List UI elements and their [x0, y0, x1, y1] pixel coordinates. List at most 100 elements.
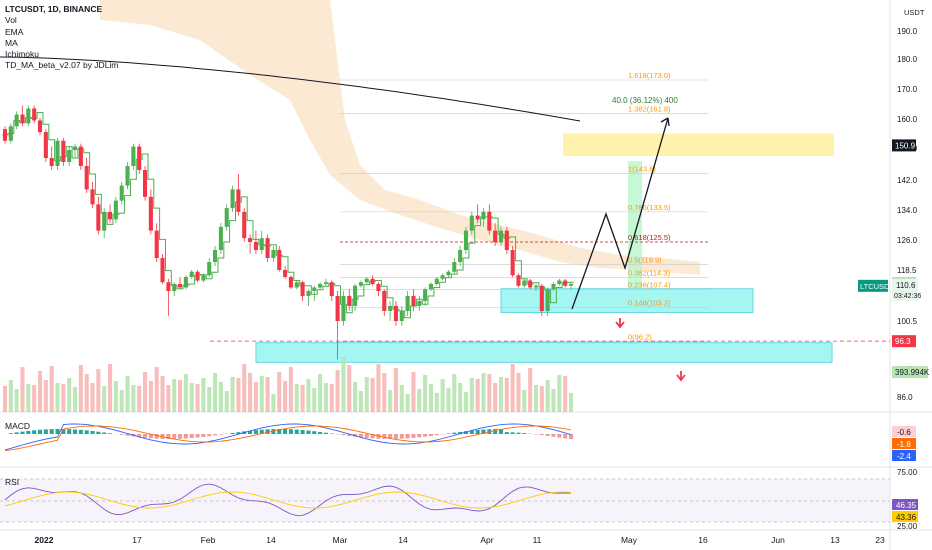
- legend-vol[interactable]: Vol: [5, 15, 17, 26]
- macd-hist-bar: [178, 434, 183, 439]
- candle-body: [113, 200, 118, 220]
- volume-bar: [516, 373, 521, 412]
- candle-body: [107, 211, 113, 220]
- volume-bar: [78, 365, 83, 412]
- macd-hist-bar: [341, 434, 346, 436]
- volume-bar: [545, 380, 550, 412]
- time-tick-label: Feb: [201, 535, 216, 545]
- candle-body: [376, 284, 381, 291]
- volume-bar: [382, 373, 387, 412]
- volume-bar: [288, 367, 293, 412]
- volume-bar: [242, 364, 247, 412]
- volume-bar: [119, 390, 124, 412]
- ichimoku-cloud: [100, 0, 700, 275]
- volume-bar: [539, 386, 544, 412]
- time-tick-label: Apr: [480, 535, 493, 545]
- candle-body: [119, 185, 124, 201]
- macd-hist-bar: [277, 429, 282, 434]
- volume-bar: [358, 391, 363, 412]
- volume-bar: [353, 382, 358, 412]
- candle-body: [446, 271, 451, 276]
- time-tick-label: Jun: [771, 535, 785, 545]
- macd-hist-bar: [84, 430, 89, 434]
- macd-hist-bar: [557, 434, 562, 438]
- candle-body: [125, 166, 130, 186]
- legend-ema[interactable]: EMA: [5, 26, 24, 37]
- volume-bar: [125, 376, 130, 412]
- candle-body: [178, 284, 183, 288]
- candle-body: [382, 291, 387, 311]
- volume-bar: [557, 375, 562, 412]
- macd-hist-bar: [300, 430, 305, 434]
- candle-body: [300, 282, 305, 296]
- legend-ma[interactable]: MA: [5, 37, 18, 48]
- rsi-value-label: 46.35: [896, 501, 917, 510]
- volume-bar: [405, 394, 410, 412]
- macd-hist-bar: [125, 434, 130, 436]
- macd-hist-bar: [504, 432, 509, 434]
- candle-body: [318, 284, 323, 288]
- volume-bar: [96, 369, 101, 412]
- price-tag-label: 150.9: [895, 141, 916, 150]
- candle-body: [469, 215, 474, 231]
- time-tick-label: 16: [698, 535, 708, 545]
- rsi-band: [0, 479, 890, 522]
- candle-body: [218, 226, 223, 250]
- candle-body: [172, 284, 177, 291]
- projection-arrowhead: [660, 117, 670, 127]
- candle-body: [347, 296, 352, 306]
- candle-body: [78, 146, 83, 166]
- macd-hist-bar: [253, 430, 258, 434]
- candle-body: [533, 285, 539, 288]
- macd-hist-bar: [411, 434, 416, 438]
- volume-bar: [294, 384, 299, 412]
- candle-body: [236, 189, 241, 212]
- macd-hist-bar: [67, 429, 72, 434]
- macd-hist-bar: [358, 434, 363, 438]
- macd-hist-bar: [475, 429, 480, 434]
- volume-bar: [201, 378, 206, 412]
- candle-body: [364, 278, 369, 283]
- fib-level-label: 0.382(114.3): [628, 268, 670, 277]
- rsi-value-tag: [892, 499, 918, 510]
- volume-bar: [72, 387, 78, 412]
- candle-body: [248, 238, 253, 242]
- legend-ichimoku[interactable]: Ichimoku: [5, 49, 40, 60]
- macd-hist-bar: [96, 431, 101, 434]
- candle-body: [405, 296, 410, 311]
- candle-body: [452, 262, 457, 272]
- macd-hist-bar: [8, 433, 13, 434]
- macd-hist-bar: [172, 434, 177, 439]
- volume-bar: [160, 376, 165, 412]
- macd-hist-bar: [283, 429, 288, 434]
- macd-hist-bar: [248, 430, 253, 434]
- symbol-tag: [858, 279, 888, 292]
- candle-body: [253, 242, 258, 250]
- macd-hist-bar: [183, 434, 188, 439]
- volume-bars: [2, 357, 574, 412]
- volume-bar: [347, 365, 352, 412]
- price-tick-label: 126.0: [897, 236, 918, 245]
- macd-label: MACD: [5, 421, 31, 431]
- candle-body: [154, 230, 159, 258]
- volume-bar: [183, 374, 188, 412]
- volume-bar: [423, 375, 428, 412]
- volume-bar: [271, 394, 276, 412]
- macd-hist-bar: [142, 434, 148, 438]
- volume-bar: [364, 377, 369, 412]
- candle-body: [563, 280, 568, 286]
- macd-hist-bar: [61, 429, 66, 434]
- candle-body: [539, 285, 544, 311]
- volume-bar: [189, 383, 194, 412]
- candle-body: [498, 230, 504, 242]
- candle-body: [493, 230, 498, 242]
- volume-bar: [498, 377, 504, 412]
- macd-hist-bar: [510, 432, 515, 434]
- candle-body: [440, 275, 445, 279]
- candle-body: [2, 129, 8, 141]
- volume-bar: [32, 385, 37, 412]
- legend-td-ma[interactable]: TD_MA_beta_v2.07 by JDLim: [5, 60, 119, 71]
- macd-hist-bar: [545, 434, 550, 436]
- volume-bar: [277, 372, 282, 412]
